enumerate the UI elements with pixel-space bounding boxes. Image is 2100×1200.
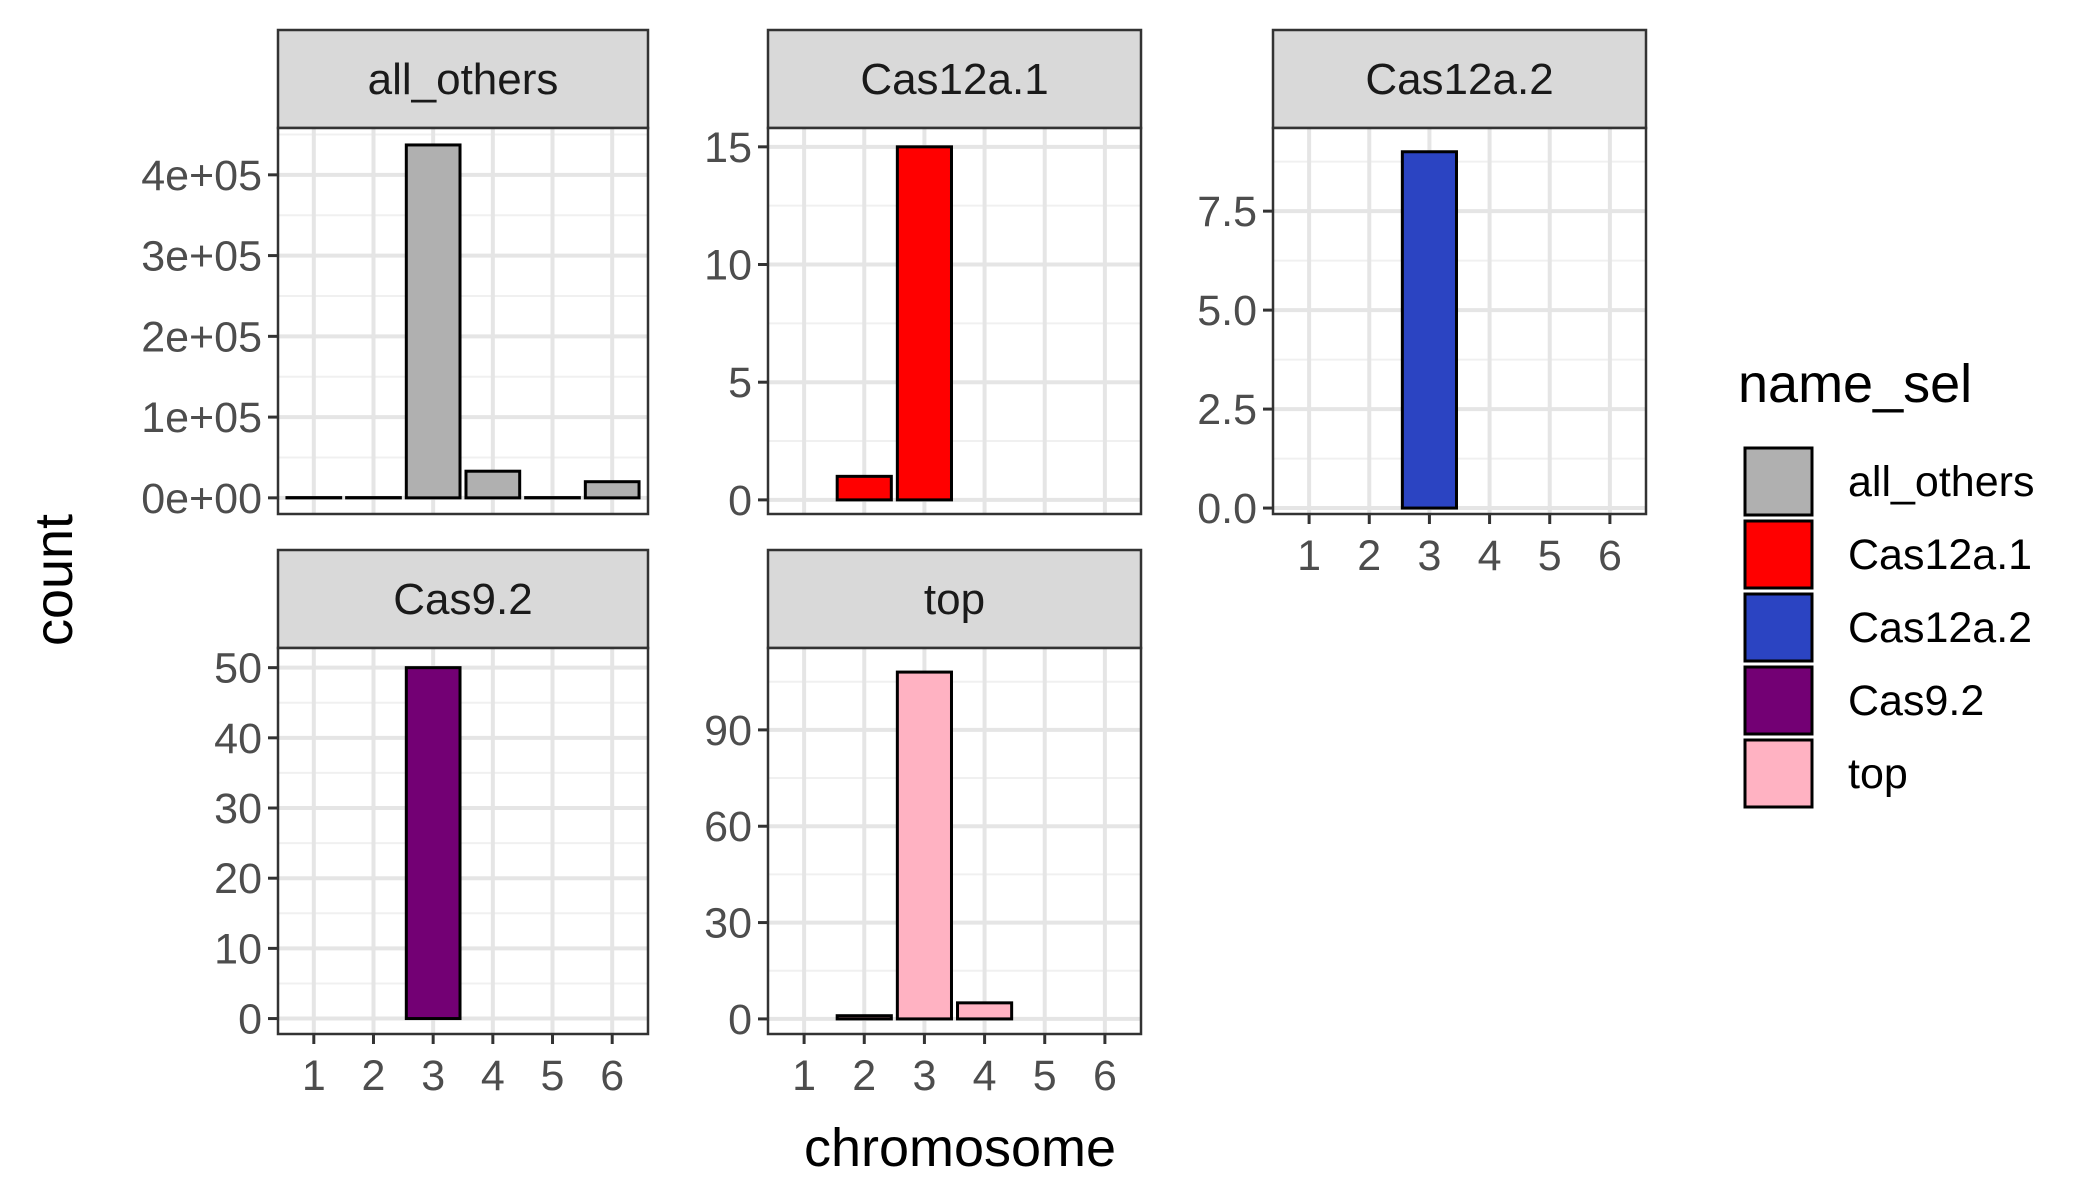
legend-label: all_others — [1848, 458, 2034, 506]
panel-border — [1271, 126, 1648, 516]
bar-top-chr3 — [895, 670, 953, 1021]
legend-label: Cas9.2 — [1848, 677, 1984, 725]
panel-background — [278, 648, 648, 1034]
y-tick-label: 5.0 — [1197, 287, 1257, 335]
y-tick-label: 2e+05 — [141, 313, 262, 361]
x-tick-label: 3 — [421, 1052, 445, 1100]
y-tick-label: 2.5 — [1197, 386, 1257, 434]
facet-strip-label: Cas12a.1 — [860, 55, 1048, 104]
x-tick-label: 3 — [1417, 532, 1441, 580]
facet-strip — [276, 28, 650, 130]
bar-top-chr2 — [835, 1014, 893, 1021]
y-tick-label: 5 — [728, 359, 752, 407]
y-tick-label: 60 — [704, 803, 752, 851]
x-tick-label: 6 — [600, 1052, 624, 1100]
x-tick-label: 3 — [912, 1052, 936, 1100]
x-tick-label: 5 — [541, 1052, 565, 1100]
x-tick-label: 4 — [1478, 532, 1502, 580]
facet-Cas12a.1: Cas12a.1 0 5 10 15 — [704, 28, 1143, 525]
panel-border — [766, 646, 1143, 1036]
x-axis-title: chromosome — [804, 1118, 1116, 1178]
y-tick-label: 30 — [704, 900, 752, 948]
facet-strip — [276, 548, 650, 650]
legend-swatch — [1743, 665, 1814, 736]
bar-Cas12a.1-chr3 — [895, 145, 953, 502]
x-tick-label: 2 — [362, 1052, 386, 1100]
facet-panels: all_others 0e+00 1e+05 2e+05 3e+05 4e+05 Cas12… — [141, 28, 1648, 1100]
x-tick-label: 2 — [1357, 532, 1381, 580]
legend-swatch — [1743, 738, 1814, 809]
panel-border — [766, 126, 1143, 516]
facet-strip-label: all_others — [368, 55, 559, 104]
legend-label: top — [1848, 750, 1908, 798]
y-tick-label: 30 — [214, 785, 262, 833]
y-axis-title: count — [24, 514, 84, 646]
y-tick-label: 20 — [214, 855, 262, 903]
y-tick-label: 0e+00 — [141, 475, 262, 523]
facet-all_others: all_others 0e+00 1e+05 2e+05 3e+05 4e+05 — [141, 28, 650, 523]
y-tick-label: 10 — [214, 925, 262, 973]
y-tick-label: 0 — [728, 996, 752, 1044]
facet-strip-label: Cas12a.2 — [1365, 55, 1553, 104]
legend-item-all_others: all_others — [1743, 446, 2034, 517]
bar-Cas12a.1-chr2 — [835, 474, 893, 502]
legend-swatch — [1743, 592, 1814, 663]
legend-item-Cas12a.2: Cas12a.2 — [1743, 592, 2032, 663]
x-tick-label: 1 — [302, 1052, 326, 1100]
panel-border — [276, 126, 650, 516]
facet-strip-label: Cas9.2 — [393, 575, 532, 624]
bar-all_others-chr3 — [404, 143, 462, 500]
x-tick-label: 1 — [792, 1052, 816, 1100]
legend-item-Cas9.2: Cas9.2 — [1743, 665, 1984, 736]
bar-all_others-chr4 — [464, 469, 522, 500]
facet-Cas9.2: Cas9.2 0 10 20 30 40 50 1 2 3 4 5 6 — [214, 548, 650, 1100]
panel-border — [276, 646, 650, 1036]
y-tick-label: 7.5 — [1197, 188, 1257, 236]
legend-label: Cas12a.2 — [1848, 604, 2032, 652]
legend-swatch — [1743, 446, 1814, 517]
x-tick-label: 2 — [852, 1052, 876, 1100]
y-tick-label: 0 — [728, 477, 752, 525]
legend: name_sel all_others Cas12a.1 Cas12a.2 Cas9.… — [1738, 354, 2034, 809]
y-tick-label: 50 — [214, 645, 262, 693]
y-tick-label: 3e+05 — [141, 233, 262, 281]
y-tick-label: 15 — [704, 124, 752, 172]
y-tick-label: 1e+05 — [141, 394, 262, 442]
legend-swatch — [1743, 519, 1814, 590]
bar-Cas9.2-chr3 — [404, 666, 462, 1021]
facet-strip — [766, 28, 1143, 130]
x-tick-label: 4 — [481, 1052, 505, 1100]
panel-background — [1273, 128, 1646, 514]
x-tick-label: 1 — [1297, 532, 1321, 580]
y-tick-label: 40 — [214, 715, 262, 763]
facet-Cas12a.2: Cas12a.2 0.0 2.5 5.0 7.5 1 2 3 4 5 6 — [1197, 28, 1648, 580]
x-tick-label: 5 — [1538, 532, 1562, 580]
y-tick-label: 0 — [238, 996, 262, 1044]
panel-background — [768, 648, 1141, 1034]
x-tick-label: 6 — [1093, 1052, 1117, 1100]
y-tick-label: 0.0 — [1197, 485, 1257, 533]
facet-top: top 0 30 60 90 1 2 3 4 5 6 — [704, 548, 1143, 1100]
x-tick-label: 6 — [1598, 532, 1622, 580]
legend-item-top: top — [1743, 738, 1908, 809]
y-tick-label: 4e+05 — [141, 152, 262, 200]
x-tick-label: 5 — [1033, 1052, 1057, 1100]
legend-label: Cas12a.1 — [1848, 531, 2032, 579]
facet-strip-label: top — [924, 575, 985, 624]
legend-items: all_others Cas12a.1 Cas12a.2 Cas9.2 top — [1743, 446, 2034, 809]
panel-background — [278, 128, 648, 514]
bar-top-chr4 — [956, 1001, 1014, 1021]
y-tick-label: 90 — [704, 707, 752, 755]
y-tick-label: 10 — [704, 242, 752, 290]
panel-background — [768, 128, 1141, 514]
facet-strip — [766, 548, 1143, 650]
facet-strip — [1271, 28, 1648, 130]
bar-all_others-chr6 — [583, 480, 641, 500]
x-tick-label: 4 — [973, 1052, 997, 1100]
bar-Cas12a.2-chr3 — [1400, 150, 1458, 510]
legend-item-Cas12a.1: Cas12a.1 — [1743, 519, 2032, 590]
legend-title: name_sel — [1738, 354, 1972, 414]
